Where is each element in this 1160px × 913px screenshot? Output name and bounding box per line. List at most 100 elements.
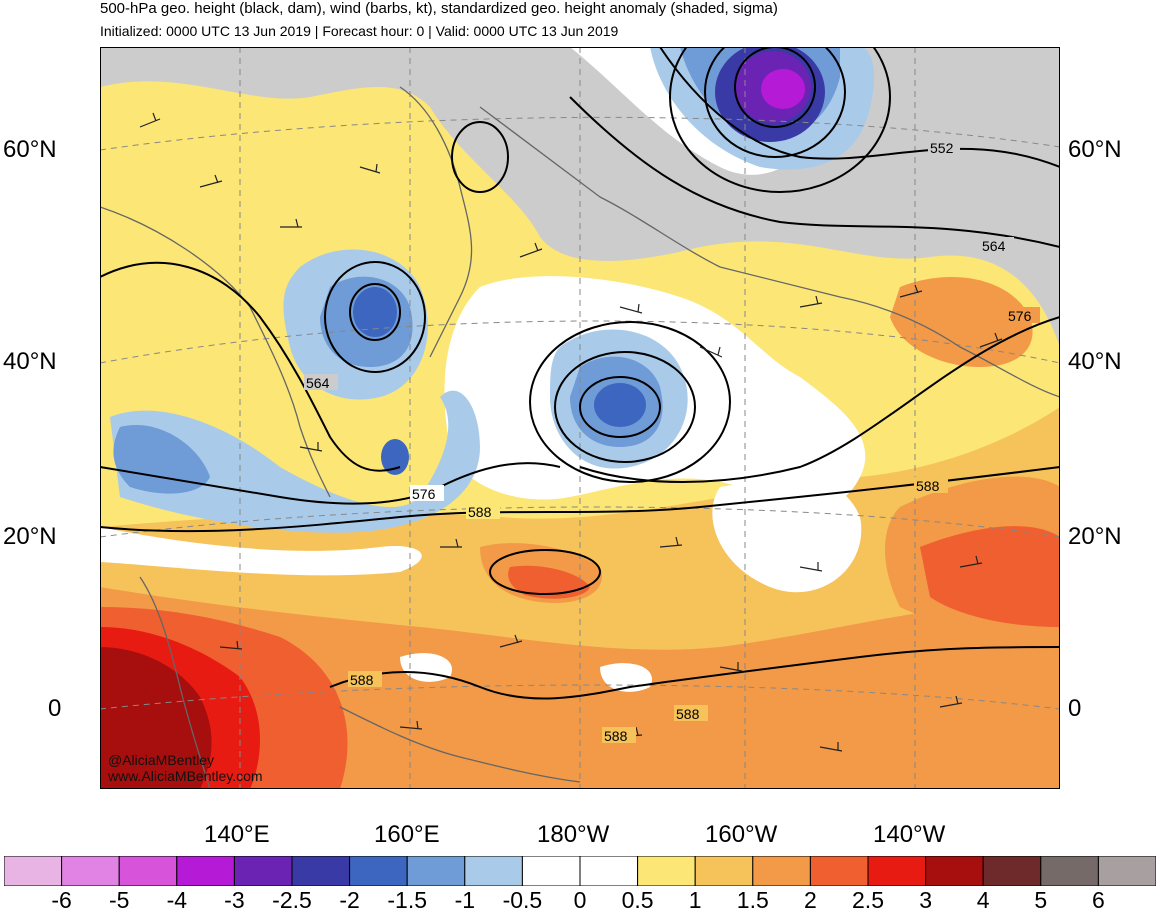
colorbar-tick-label: -1 xyxy=(454,887,476,913)
map-title: 500-hPa geo. height (black, dam), wind (… xyxy=(100,0,778,17)
colorbar-tick-label: -4 xyxy=(166,887,188,913)
colorbar-swatch xyxy=(1097,856,1156,886)
colorbar-swatch xyxy=(349,856,408,886)
anomaly-core-north-magenta xyxy=(761,69,805,109)
colorbar-swatch xyxy=(118,856,178,886)
colorbar-swatch xyxy=(867,856,927,886)
contour-pacific-low-1 xyxy=(579,376,661,438)
colorbar-tick-label: -1.5 xyxy=(387,887,428,913)
contour-center-low-2 xyxy=(324,261,426,373)
colorbar-tick-label: 4 xyxy=(976,887,990,913)
lat-label-60n-left: 60°N xyxy=(3,136,57,163)
anomaly-white-southwest xyxy=(100,527,422,576)
colorbar-swatch xyxy=(579,856,639,886)
colorbar-tick-label: 6 xyxy=(1091,887,1105,913)
anomaly-core-pacific xyxy=(594,383,646,427)
contour-label-588-south-center: 588 xyxy=(604,728,628,744)
contour-label-576-west: 576 xyxy=(412,486,436,502)
contour-552 xyxy=(659,47,1060,168)
lon-label-160e: 160°E xyxy=(374,821,440,848)
anomaly-white-spot-2 xyxy=(600,663,652,692)
contour-label-588-center: 588 xyxy=(468,504,492,520)
colorbar-swatch xyxy=(464,856,523,886)
contour-label-588-south-west: 588 xyxy=(350,672,374,688)
contour-564-west xyxy=(100,262,401,472)
lon-label-160w: 160°W xyxy=(705,821,778,848)
anomaly-darkred-southwest xyxy=(100,647,212,789)
lon-label-180w: 180°W xyxy=(537,821,610,848)
colorbar-swatch xyxy=(752,856,811,886)
lat-label-0-right: 0 xyxy=(1068,695,1082,722)
contour-labels: 552 564 564 576 576 588 588 588 588 588 xyxy=(304,139,1040,744)
anomaly-lightblue-west xyxy=(110,390,480,533)
map-subtitle: Initialized: 0000 UTC 13 Jun 2019 | Fore… xyxy=(100,23,619,39)
contour-pacific-low-3 xyxy=(529,321,731,483)
colorbar-tick-label: 1.5 xyxy=(736,887,769,913)
anomaly-blue-west xyxy=(113,425,210,494)
anomaly-core-south xyxy=(381,439,409,475)
anomaly-red-center xyxy=(508,565,590,599)
lat-label-40n-right: 40°N xyxy=(1068,348,1122,375)
colorbar-tick-label: 0.5 xyxy=(621,887,654,913)
contour-564-east xyxy=(569,96,1060,248)
contour-label-588-east: 588 xyxy=(916,478,940,494)
contour-label-564-east: 564 xyxy=(982,238,1006,254)
colorbar-swatch xyxy=(925,856,984,886)
colorbar-swatch xyxy=(1040,856,1099,886)
colorbar-tick-label: 5 xyxy=(1034,887,1048,913)
colorbar-tick-label: 1 xyxy=(688,887,702,913)
colorbar-swatch xyxy=(4,856,63,886)
colorbar-swatch xyxy=(809,856,869,886)
colorbar-swatch xyxy=(291,856,351,886)
credit-website: www.AliciaMBentley.com xyxy=(108,768,263,784)
colorbar-tick-label: -2 xyxy=(339,887,360,913)
contour-north-low-2 xyxy=(704,47,846,158)
lon-label-140w: 140°W xyxy=(873,821,946,848)
colorbar-swatch xyxy=(521,856,581,886)
contour-north-low-3 xyxy=(669,47,891,193)
contour-588-main xyxy=(100,466,1060,533)
colorbar-tick-label: -6 xyxy=(51,887,72,913)
colorbar-tick-label: -5 xyxy=(108,887,130,913)
credit-handle: @AliciaMBentley xyxy=(108,752,215,768)
colorbar-swatch xyxy=(176,856,235,886)
anomaly-white-east xyxy=(712,478,862,593)
colorbar-swatch xyxy=(233,856,293,886)
lat-label-60n-right: 60°N xyxy=(1068,136,1122,163)
colorbar-swatch xyxy=(694,856,754,886)
contour-ridge-center xyxy=(489,549,601,595)
colorbar-swatch xyxy=(406,856,466,886)
lon-label-140e: 140°E xyxy=(204,821,270,848)
colorbar xyxy=(4,856,1156,886)
contour-north-closed xyxy=(451,121,509,193)
contour-588-south xyxy=(329,646,1060,700)
lat-label-40n-left: 40°N xyxy=(3,348,57,375)
contour-center-low-1 xyxy=(349,283,401,341)
contour-label-564-west: 564 xyxy=(306,375,330,391)
contour-label-552: 552 xyxy=(930,140,954,156)
wind-barbs xyxy=(139,112,1003,752)
colorbar-tick-label: -0.5 xyxy=(502,887,543,913)
lat-label-0-left: 0 xyxy=(48,695,62,722)
contour-label-576-east: 576 xyxy=(1008,308,1032,324)
anomaly-core-center xyxy=(353,287,397,337)
colorbar-tick-label: -2.5 xyxy=(272,887,312,913)
coastlines xyxy=(100,86,1060,789)
colorbar-swatch xyxy=(61,856,120,886)
contour-576-west xyxy=(100,462,561,505)
colorbar-swatch xyxy=(982,856,1042,886)
colorbar-tick-label: 2.5 xyxy=(852,887,884,913)
colorbar-tick-label: 3 xyxy=(919,887,932,913)
graticule xyxy=(100,47,1060,789)
lat-label-20n-right: 20°N xyxy=(1068,523,1122,550)
contour-pacific-low-2 xyxy=(554,351,696,463)
height-contours xyxy=(100,47,1060,700)
colorbar-swatch xyxy=(637,856,696,886)
contour-north-low-1 xyxy=(734,47,816,128)
colorbar-tick-label: 2 xyxy=(803,887,817,913)
anomaly-red-east xyxy=(920,526,1060,627)
lat-label-20n-left: 20°N xyxy=(3,523,57,550)
weather-map: 552 564 564 576 576 588 588 588 588 588 xyxy=(100,47,1060,789)
colorbar-tick-label: -3 xyxy=(224,887,245,913)
contour-label-588-south-east: 588 xyxy=(676,706,700,722)
